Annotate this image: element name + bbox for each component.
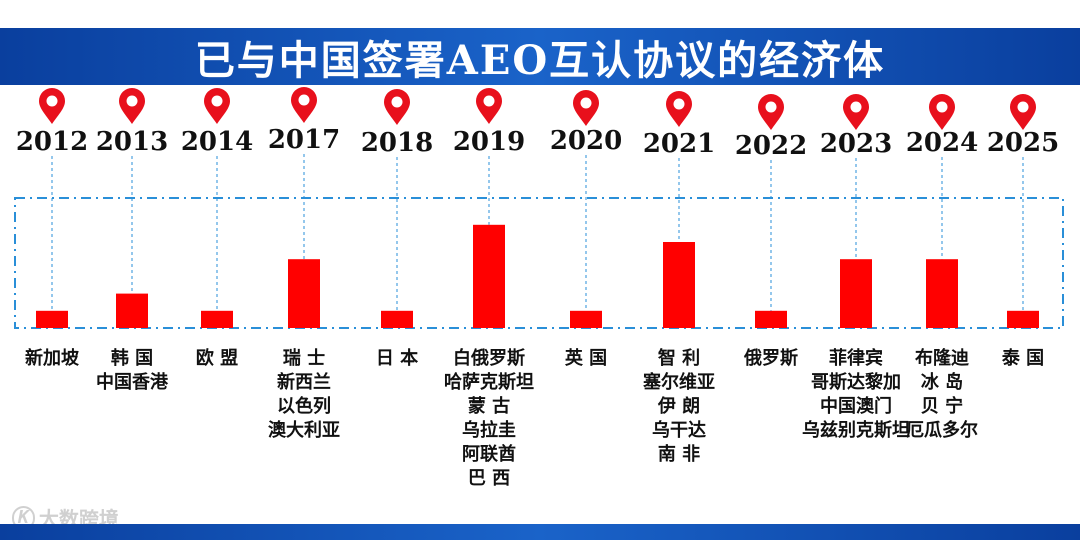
pin-hole [673, 98, 685, 110]
bar [381, 310, 413, 328]
bar [473, 224, 505, 328]
title-banner: 已与中国签署AEO互认协议的经济体 [0, 28, 1080, 85]
economy-label: 贝 宁 [921, 395, 963, 417]
economy-label: 乌干达 [652, 419, 706, 441]
location-pin-icon [476, 88, 502, 124]
page-title: 已与中国签署AEO互认协议的经济体 [194, 36, 886, 84]
year-label: 2023 [820, 129, 892, 159]
economy-label: 菲律宾 [829, 347, 883, 369]
economy-label: 白俄罗斯 [453, 347, 525, 369]
location-pin-icon [929, 94, 955, 130]
pin-hole [46, 95, 58, 107]
pin-hole [580, 97, 592, 109]
year-label: 2018 [361, 128, 433, 158]
location-pin-icon [291, 87, 317, 123]
pin-hole [483, 95, 495, 107]
year-label: 2013 [96, 127, 168, 157]
location-pin-icon [666, 91, 692, 127]
bar [116, 293, 148, 328]
economy-label: 乌拉圭 [462, 419, 516, 441]
chart-frame [14, 197, 1064, 329]
year-label: 2012 [16, 127, 88, 157]
location-pin-icon [204, 88, 230, 124]
year-label: 2025 [987, 128, 1059, 158]
economy-label: 智 利 [658, 347, 700, 369]
bar [36, 310, 68, 328]
economy-label: 新西兰 [277, 371, 331, 393]
pin-hole [298, 94, 310, 106]
year-label: 2024 [906, 128, 978, 158]
bar [201, 310, 233, 328]
economy-label: 伊 朗 [657, 395, 700, 417]
economy-label: 哥斯达黎加 [811, 371, 901, 393]
economy-label: 以色列 [277, 395, 331, 417]
location-pin-icon [39, 88, 65, 124]
economy-label: 南 非 [658, 443, 700, 465]
economy-label: 厄瓜多尔 [906, 419, 978, 441]
pin-hole [936, 101, 948, 113]
bar [288, 259, 320, 328]
location-pin-icon [758, 94, 784, 130]
year-label: 2019 [453, 127, 525, 157]
year-label: 2020 [550, 126, 622, 156]
pin-hole [391, 96, 403, 108]
location-pin-icon [1010, 94, 1036, 130]
economy-label: 韩 国 [111, 347, 153, 369]
year-label: 2017 [268, 125, 340, 155]
bottom-bar [0, 524, 1080, 540]
bar [570, 310, 602, 328]
economy-label: 瑞 士 [283, 348, 325, 369]
pin-hole [765, 101, 777, 113]
economy-label: 阿联酋 [462, 443, 516, 465]
bar [1007, 310, 1039, 328]
economy-label: 蒙 古 [468, 395, 510, 417]
pin-hole [211, 95, 223, 107]
bar [755, 310, 787, 328]
bar [926, 259, 958, 328]
location-pin-icon [119, 88, 145, 124]
location-pin-icon [384, 89, 410, 125]
pin-hole [1017, 101, 1029, 113]
economy-label: 澳大利亚 [268, 419, 340, 441]
economy-label: 英 国 [564, 347, 607, 369]
economy-label: 新加坡 [25, 347, 80, 369]
bar [663, 242, 695, 328]
year-label: 2022 [735, 131, 807, 161]
location-pin-icon [843, 94, 869, 130]
economy-label: 中国香港 [96, 371, 169, 393]
economy-label: 欧 盟 [196, 347, 238, 369]
economy-label: 巴 西 [468, 468, 510, 489]
economy-label: 中国澳门 [820, 395, 892, 417]
economy-label: 日 本 [376, 347, 418, 369]
economy-label: 俄罗斯 [743, 347, 798, 369]
economy-label: 泰 国 [1001, 347, 1044, 369]
economy-label: 冰 岛 [921, 371, 963, 393]
pin-hole [850, 101, 862, 113]
economy-label: 乌兹别克斯坦 [802, 419, 910, 441]
year-label: 2014 [181, 127, 253, 157]
location-pin-icon [573, 90, 599, 126]
year-label: 2021 [643, 129, 715, 159]
economy-label: 哈萨克斯坦 [444, 371, 534, 393]
economy-label: 塞尔维亚 [643, 371, 715, 393]
bar [840, 259, 872, 328]
economy-label: 布隆迪 [915, 347, 969, 369]
pin-hole [126, 95, 138, 107]
